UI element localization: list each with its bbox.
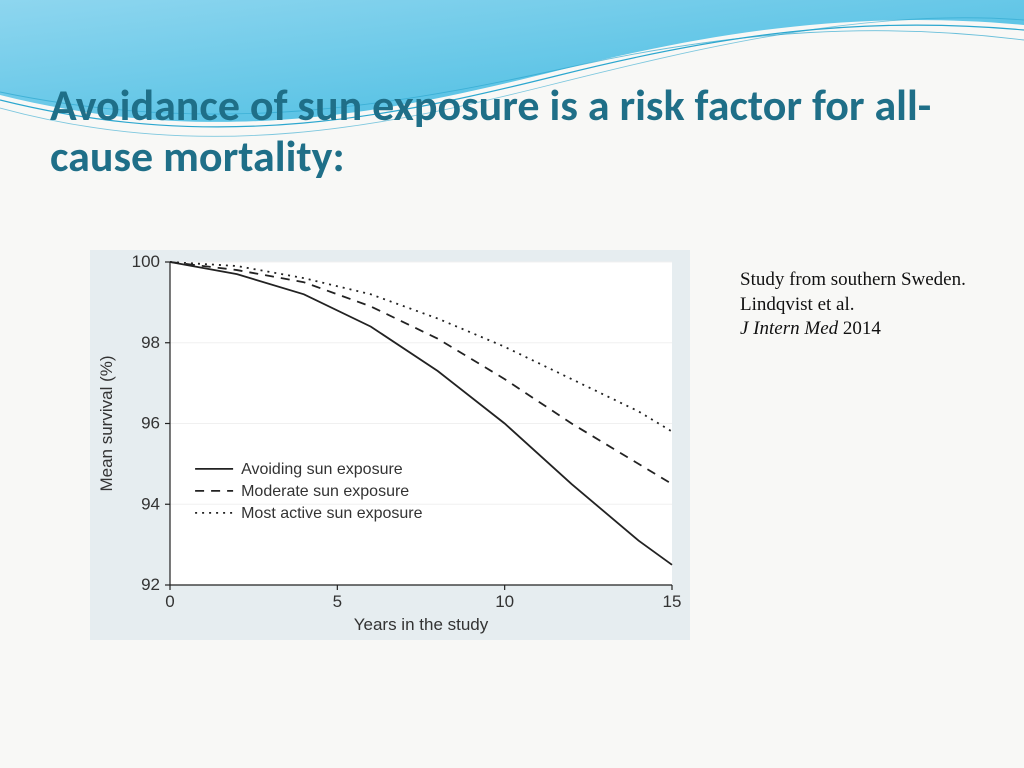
citation-line1: Study from southern Sweden. <box>740 268 980 293</box>
citation-block: Study from southern Sweden. Lindqvist et… <box>740 268 980 342</box>
svg-text:96: 96 <box>141 414 160 433</box>
svg-text:0: 0 <box>165 592 174 611</box>
svg-text:100: 100 <box>132 252 160 271</box>
svg-text:Years in the study: Years in the study <box>354 615 489 634</box>
svg-text:92: 92 <box>141 575 160 594</box>
svg-text:94: 94 <box>141 494 160 513</box>
svg-text:15: 15 <box>663 592 682 611</box>
svg-text:Mean survival (%): Mean survival (%) <box>97 355 116 491</box>
citation-year: 2014 <box>843 318 881 339</box>
slide-title: Avoidance of sun exposure is a risk fact… <box>50 80 964 181</box>
svg-text:10: 10 <box>495 592 514 611</box>
svg-text:98: 98 <box>141 333 160 352</box>
citation-line3: J Intern Med 2014 <box>740 317 980 342</box>
citation-journal: J Intern Med <box>740 318 838 339</box>
svg-text:Avoiding sun exposure: Avoiding sun exposure <box>241 461 403 478</box>
citation-line2: Lindqvist et al. <box>740 293 980 318</box>
svg-text:5: 5 <box>333 592 342 611</box>
svg-text:Most active sun exposure: Most active sun exposure <box>241 505 423 522</box>
svg-text:Moderate sun exposure: Moderate sun exposure <box>241 483 409 500</box>
survival-chart: 92 94 96 98 100 0 5 10 15 Years in the study Mean … <box>90 250 690 640</box>
